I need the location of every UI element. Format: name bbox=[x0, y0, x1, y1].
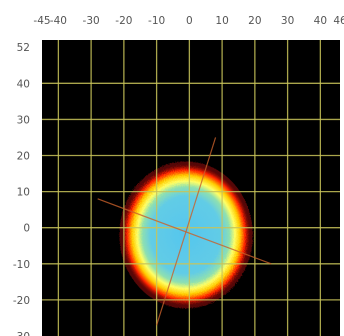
y-tick-label-3: 20 bbox=[17, 151, 30, 163]
streak-0 bbox=[97, 198, 272, 265]
x-tick-label-2: -30 bbox=[83, 15, 100, 27]
streak-lines bbox=[97, 137, 272, 326]
y-axis-tick-labels: 52 40 30 20 10 0 -10 -20 -30 bbox=[13, 42, 30, 336]
x-tick-label-5: 0 bbox=[186, 15, 193, 27]
grid-lines bbox=[42, 40, 340, 336]
x-tick-label-0: -45 bbox=[33, 15, 50, 27]
y-tick-label-2: 30 bbox=[17, 114, 30, 126]
x-tick-label-7: 20 bbox=[248, 15, 261, 27]
x-axis-tick-labels: -45 -40 -30 -20 -10 0 10 20 30 40 46 bbox=[33, 15, 344, 27]
y-tick-label-6: -10 bbox=[13, 259, 30, 271]
y-tick-label-0: 52 bbox=[17, 42, 30, 54]
y-tick-label-8: -30 bbox=[13, 331, 30, 336]
x-tick-label-1: -40 bbox=[50, 15, 67, 27]
x-tick-label-4: -10 bbox=[148, 15, 165, 27]
y-tick-label-5: 0 bbox=[23, 223, 30, 235]
x-tick-label-9: 40 bbox=[314, 15, 327, 27]
y-tick-label-7: -20 bbox=[13, 295, 30, 307]
streak-1 bbox=[156, 137, 217, 326]
y-tick-label-1: 40 bbox=[17, 78, 30, 90]
x-tick-label-3: -20 bbox=[115, 15, 132, 27]
beam-spot-layer bbox=[119, 161, 253, 309]
spot-core bbox=[121, 164, 251, 306]
y-tick-label-4: 10 bbox=[17, 187, 30, 199]
x-tick-label-10: 46 bbox=[333, 15, 344, 27]
x-tick-label-6: 10 bbox=[215, 15, 228, 27]
x-tick-label-8: 30 bbox=[281, 15, 294, 27]
